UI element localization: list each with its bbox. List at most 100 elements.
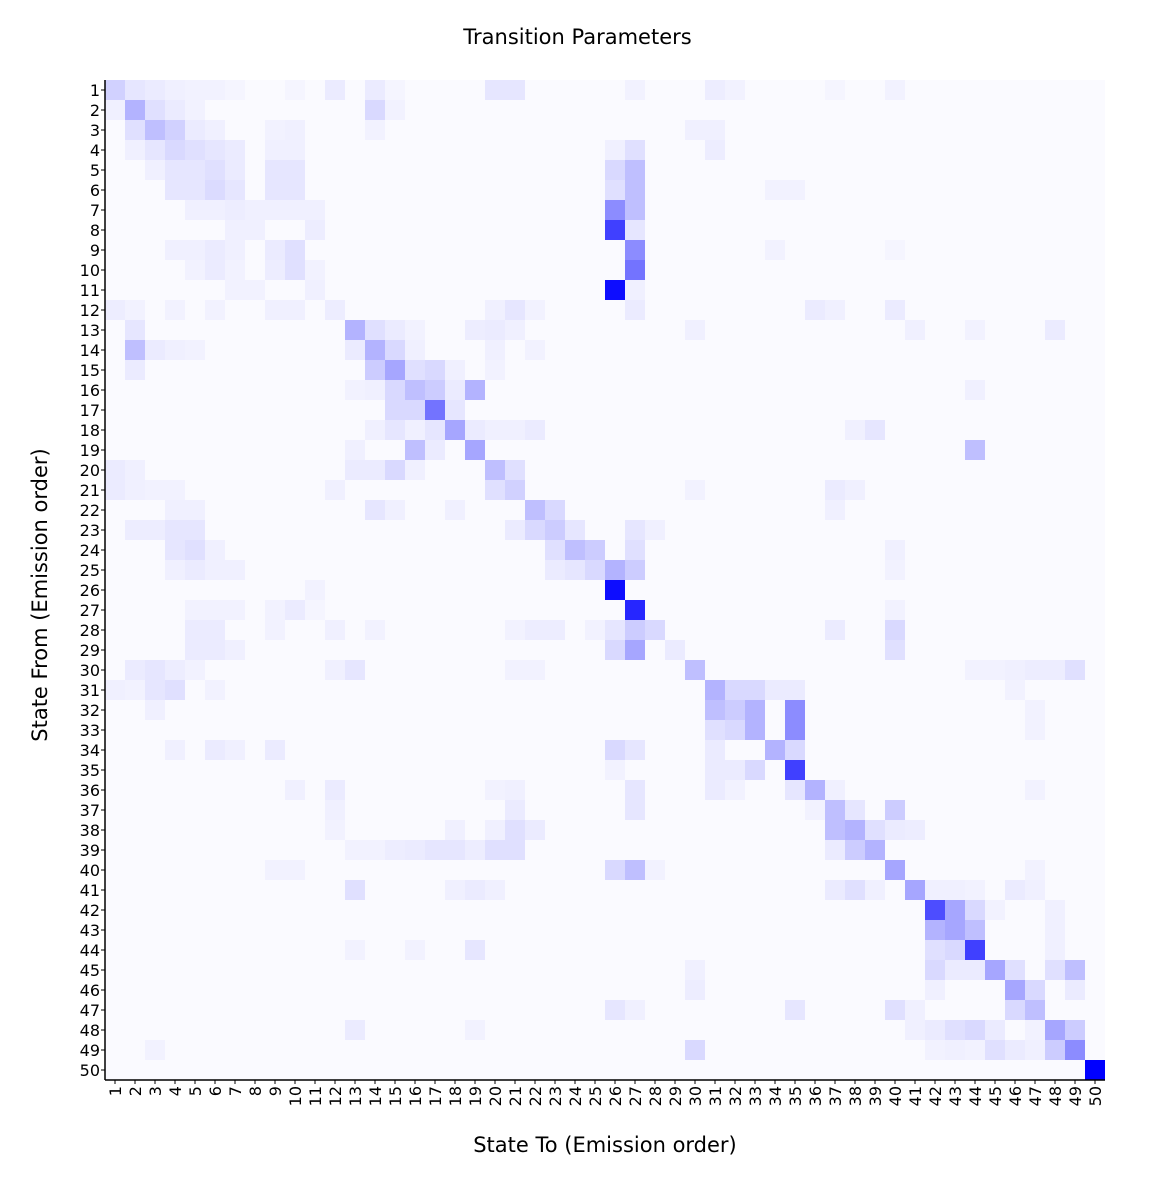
heatmap-cell <box>845 480 865 500</box>
heatmap-cell <box>325 80 345 100</box>
heatmap-cell <box>285 300 305 320</box>
heatmap-cell <box>1025 720 1045 740</box>
heatmap-cell <box>265 140 285 160</box>
heatmap-cell <box>545 560 565 580</box>
heatmap-cell <box>485 480 505 500</box>
heatmap-cell <box>825 80 845 100</box>
heatmap-cell <box>185 540 205 560</box>
heatmap-cell <box>805 300 825 320</box>
heatmap-cell <box>1045 1040 1065 1060</box>
heatmap-cell <box>885 300 905 320</box>
heatmap-cell <box>205 80 225 100</box>
heatmap-cell <box>905 1000 925 1020</box>
y-tick-label: 20 <box>80 461 100 480</box>
heatmap-cell <box>705 140 725 160</box>
heatmap-cell <box>225 640 245 660</box>
heatmap-cell <box>125 120 145 140</box>
x-tick-label: 31 <box>706 1086 725 1106</box>
heatmap-cell <box>165 180 185 200</box>
x-tick-label: 33 <box>746 1086 765 1106</box>
heatmap-cell <box>265 240 285 260</box>
heatmap-cell <box>325 620 345 640</box>
heatmap-cell <box>265 300 285 320</box>
heatmap-cell <box>705 780 725 800</box>
heatmap-cell <box>165 660 185 680</box>
x-tick-label: 40 <box>886 1086 905 1106</box>
heatmap-cell <box>225 600 245 620</box>
heatmap-cell <box>1065 660 1085 680</box>
heatmap-cell <box>305 280 325 300</box>
heatmap-cell <box>165 500 185 520</box>
heatmap-cell <box>265 620 285 640</box>
heatmap-cell <box>685 660 705 680</box>
heatmap-cell <box>945 960 965 980</box>
heatmap-cell <box>1065 960 1085 980</box>
heatmap-cell <box>325 660 345 680</box>
heatmap-cell <box>285 780 305 800</box>
x-tick-label: 25 <box>586 1086 605 1106</box>
heatmap-cell <box>345 340 365 360</box>
heatmap-cell <box>705 120 725 140</box>
heatmap-cell <box>465 420 485 440</box>
x-tick-label: 13 <box>346 1086 365 1106</box>
heatmap-cell <box>945 1020 965 1040</box>
heatmap-cell <box>385 80 405 100</box>
heatmap-cell <box>685 120 705 140</box>
heatmap-cell <box>705 740 725 760</box>
x-tick-label: 35 <box>786 1086 805 1106</box>
heatmap-cell <box>345 460 365 480</box>
heatmap-cell <box>445 500 465 520</box>
y-tick-label: 44 <box>80 941 100 960</box>
heatmap-cell <box>565 520 585 540</box>
heatmap-cell <box>125 660 145 680</box>
heatmap-cell <box>785 700 805 720</box>
heatmap-cell <box>485 880 505 900</box>
heatmap-cell <box>1025 1020 1045 1040</box>
heatmap-cell <box>885 1000 905 1020</box>
heatmap-cell <box>385 320 405 340</box>
heatmap-cell <box>605 860 625 880</box>
heatmap-cell <box>1005 960 1025 980</box>
heatmap-cell <box>325 800 345 820</box>
heatmap-cell <box>965 960 985 980</box>
heatmap-cell <box>1065 1020 1085 1040</box>
heatmap-cell <box>925 980 945 1000</box>
heatmap-cell <box>885 820 905 840</box>
heatmap-cell <box>265 120 285 140</box>
heatmap-cell <box>905 820 925 840</box>
x-tick-label: 29 <box>666 1086 685 1106</box>
heatmap-cell <box>305 600 325 620</box>
heatmap-cell <box>1025 780 1045 800</box>
heatmap-cell <box>485 780 505 800</box>
heatmap-cell <box>525 660 545 680</box>
heatmap-cell <box>345 440 365 460</box>
heatmap-cell <box>165 520 185 540</box>
heatmap-cell <box>1045 900 1065 920</box>
heatmap-cell <box>205 120 225 140</box>
x-tick-label: 21 <box>506 1086 525 1106</box>
heatmap-cell <box>165 80 185 100</box>
y-tick-label: 26 <box>80 581 100 600</box>
heatmap-cell <box>125 680 145 700</box>
heatmap-cell <box>905 320 925 340</box>
heatmap-cell <box>925 1040 945 1060</box>
heatmap-cell <box>225 560 245 580</box>
heatmap-cell <box>125 520 145 540</box>
heatmap-cell <box>265 160 285 180</box>
heatmap-cell <box>785 680 805 700</box>
heatmap-cell <box>945 900 965 920</box>
heatmap-cell <box>625 160 645 180</box>
heatmap-cell <box>625 640 645 660</box>
heatmap-cell <box>225 200 245 220</box>
heatmap-cell <box>825 880 845 900</box>
heatmap-cell <box>405 940 425 960</box>
heatmap-cell <box>605 200 625 220</box>
heatmap-cell <box>165 480 185 500</box>
heatmap-cell <box>405 840 425 860</box>
heatmap-cell <box>165 240 185 260</box>
heatmap-cell <box>205 540 225 560</box>
heatmap-cell <box>545 620 565 640</box>
heatmap-cell <box>525 340 545 360</box>
heatmap-cell <box>205 620 225 640</box>
heatmap-cell <box>605 180 625 200</box>
